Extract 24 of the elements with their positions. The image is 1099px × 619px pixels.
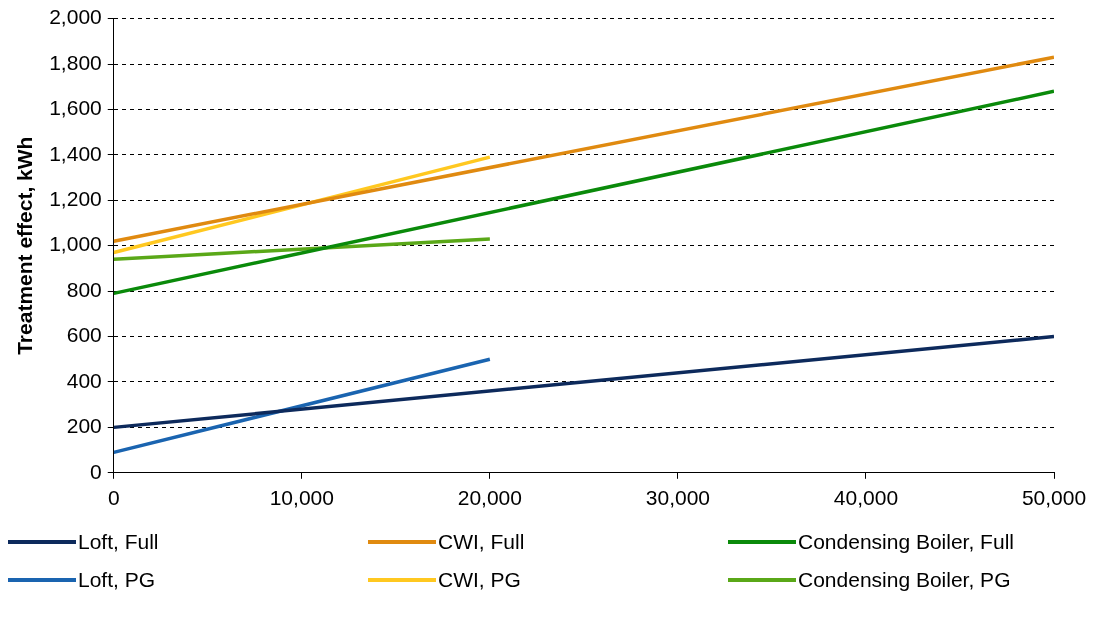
x-tick-label: 50,000 [1021, 486, 1087, 510]
y-tick-label: 600 [66, 323, 102, 347]
y-tick-label: 800 [66, 277, 102, 301]
y-tick-label: 1,400 [49, 141, 102, 165]
y-tick-label: 1,000 [49, 232, 102, 256]
y-tick-label: 400 [66, 368, 102, 392]
y-axis-title: Treatment effect, kWh [13, 136, 37, 355]
x-tick-label: 20,000 [457, 486, 522, 510]
x-tick-label: 30,000 [645, 486, 711, 510]
y-tick-label: 1,200 [49, 187, 102, 211]
legend-label: CWI, PG [438, 568, 521, 592]
y-tick-label: 1,800 [49, 50, 102, 74]
legend-label: Loft, PG [78, 568, 156, 592]
legend-label: Condensing Boiler, PG [798, 568, 1011, 592]
legend-label: CWI, Full [438, 530, 525, 554]
legend-label: Condensing Boiler, Full [798, 530, 1014, 554]
x-tick-label: 0 [107, 486, 120, 510]
y-tick-label: 0 [90, 459, 102, 483]
x-tick-label: 40,000 [833, 486, 899, 510]
y-tick-label: 1,600 [49, 96, 102, 120]
y-tick-label: 2,000 [49, 5, 102, 29]
x-tick-label: 10,000 [269, 486, 334, 510]
y-tick-label: 200 [66, 414, 102, 438]
legend-label: Loft, Full [78, 530, 159, 554]
